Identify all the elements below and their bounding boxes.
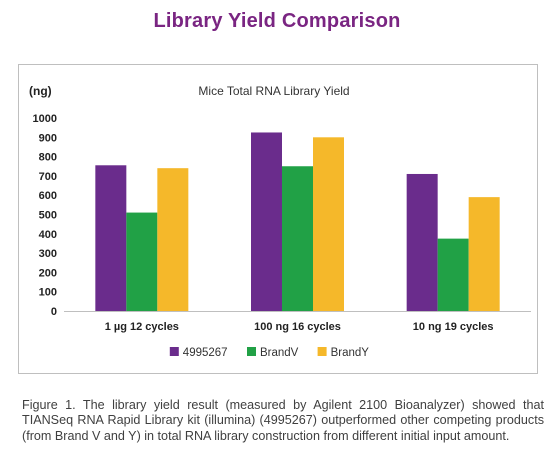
legend-label: BrandY	[331, 347, 370, 359]
x-tick-label: 100 ng 16 cycles	[254, 321, 341, 333]
bars-group	[95, 132, 500, 311]
chart-frame: Mice Total RNA Library Yield (ng) 0 100 20…	[18, 64, 538, 374]
bar-brandv	[437, 238, 469, 311]
legend-swatch	[169, 347, 179, 356]
legend-swatch	[247, 347, 256, 356]
bar-brandy	[468, 197, 500, 311]
y-tick-label: 200	[39, 267, 57, 279]
x-tick-label: 1 µg 12 cycles	[105, 321, 179, 333]
bar-brandv	[282, 166, 313, 311]
legend: 4995267 BrandV BrandY	[169, 347, 370, 359]
y-tick-label: 1000	[33, 113, 57, 125]
page-title: Library Yield Comparison	[153, 10, 401, 32]
y-tick-label: 400	[39, 229, 57, 241]
y-tick-label: 500	[39, 210, 57, 222]
bar-4995267	[95, 165, 127, 311]
y-tick-label: 600	[39, 190, 57, 202]
bar-4995267	[406, 173, 438, 311]
y-tick-label: 700	[39, 171, 57, 183]
y-axis: 0 100 200 300 400 500 600 700 800 900 1000	[33, 113, 57, 318]
bar-4995267	[251, 132, 282, 311]
y-tick-label: 300	[39, 248, 57, 260]
legend-label: 4995267	[183, 347, 228, 359]
y-tick-label: 100	[39, 287, 57, 299]
bar-chart: Mice Total RNA Library Yield (ng) 0 100 20…	[29, 84, 531, 359]
chart-title: Mice Total RNA Library Yield	[198, 84, 349, 98]
bar-brandy	[157, 168, 189, 311]
y-tick-label: 800	[39, 152, 57, 164]
x-axis: 1 µg 12 cycles 100 ng 16 cycles 10 ng 19 c…	[64, 311, 531, 333]
bar-brandv	[126, 212, 158, 311]
y-tick-label: 0	[51, 306, 57, 318]
figure-caption: Figure 1. The library yield result (meas…	[22, 398, 544, 443]
y-tick-label: 900	[39, 132, 57, 144]
y-unit-label: (ng)	[29, 84, 52, 98]
legend-label: BrandV	[260, 347, 299, 359]
legend-swatch	[317, 347, 327, 356]
bar-brandy	[313, 137, 344, 311]
x-tick-label: 10 ng 19 cycles	[413, 321, 494, 333]
